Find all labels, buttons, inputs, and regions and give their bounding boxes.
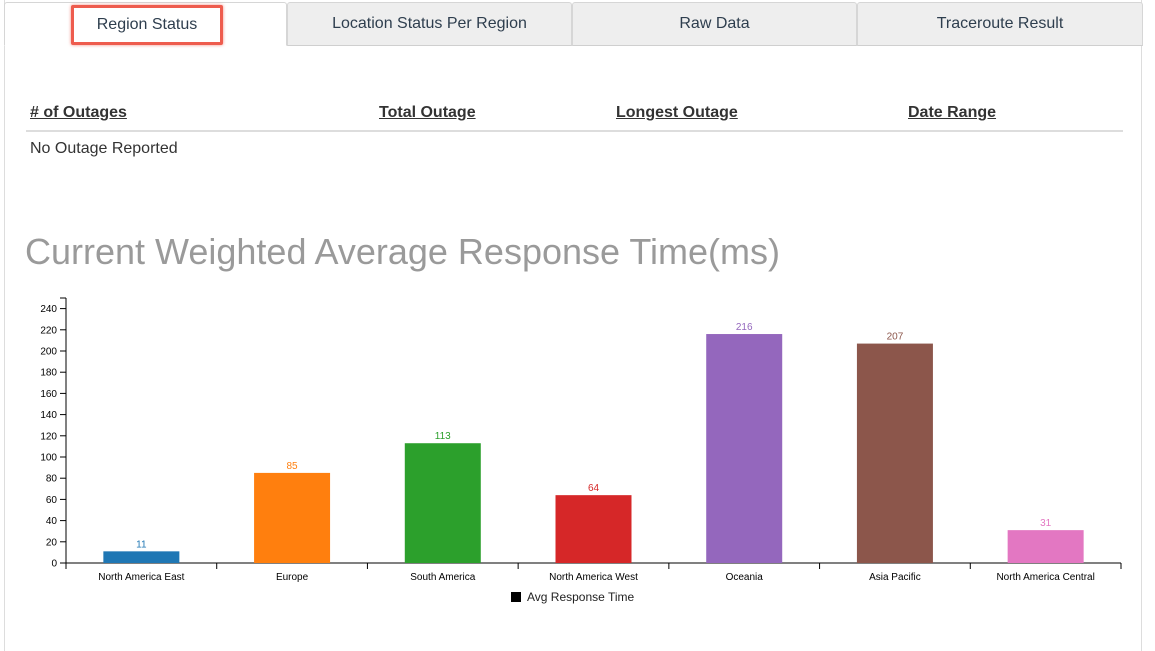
- bar: [1007, 530, 1084, 563]
- total-outage-header[interactable]: Total Outage: [379, 104, 476, 121]
- tab-raw-data[interactable]: Raw Data: [572, 2, 857, 46]
- y-tick-label: 220: [40, 325, 57, 336]
- outage-table-header: # of Outages Total Outage Longest Outage…: [26, 96, 1123, 132]
- x-category-label: Europe: [276, 572, 309, 583]
- y-tick-label: 140: [40, 410, 57, 421]
- bar: [404, 443, 481, 563]
- tab-region-status-label: Region Status: [71, 5, 223, 45]
- tab-region-status[interactable]: Region Status: [4, 2, 287, 46]
- tab-content-panel: [4, 0, 1142, 651]
- y-tick-label: 160: [40, 389, 57, 400]
- chart-title: Current Weighted Average Response Time(m…: [25, 231, 781, 272]
- bar-value-label: 31: [1040, 518, 1052, 529]
- outage-table: # of Outages Total Outage Longest Outage…: [26, 96, 1123, 168]
- date-range-header[interactable]: Date Range: [908, 104, 997, 121]
- bar-value-label: 207: [887, 332, 904, 343]
- tab-traceroute-result[interactable]: Traceroute Result: [857, 2, 1143, 46]
- tab-location-status-per-region[interactable]: Location Status Per Region: [287, 2, 572, 46]
- bar-value-label: 113: [435, 431, 451, 442]
- bar: [856, 343, 933, 563]
- y-tick-label: 60: [46, 495, 58, 506]
- tab-location-status-per-region-label: Location Status Per Region: [332, 15, 527, 32]
- y-tick-label: 80: [46, 474, 58, 485]
- outage-count-header[interactable]: # of Outages: [30, 104, 127, 121]
- legend-label: Avg Response Time: [527, 590, 635, 604]
- tab-bar: Region Status Location Status Per Region…: [4, 2, 1143, 46]
- bar: [254, 472, 331, 563]
- y-tick-label: 180: [40, 368, 57, 379]
- tab-raw-data-label: Raw Data: [679, 15, 750, 32]
- y-tick-label: 120: [40, 431, 57, 442]
- chart-legend: Avg Response Time: [511, 590, 634, 604]
- bar-value-label: 11: [136, 539, 147, 550]
- x-category-label: North America East: [98, 572, 184, 583]
- y-tick-label: 40: [46, 516, 58, 527]
- y-tick-label: 20: [46, 537, 58, 548]
- bar-value-label: 64: [588, 483, 600, 494]
- x-category-label: Oceania: [726, 572, 764, 583]
- tab-traceroute-result-label: Traceroute Result: [936, 15, 1064, 32]
- y-tick-label: 200: [40, 347, 57, 358]
- x-category-label: North America West: [549, 572, 638, 583]
- bar-value-label: 216: [736, 322, 753, 333]
- outage-table-body: No Outage Reported: [26, 132, 1123, 168]
- longest-outage-header[interactable]: Longest Outage: [616, 104, 738, 121]
- y-tick-label: 100: [40, 453, 57, 464]
- bar: [706, 334, 783, 563]
- y-tick-label: 0: [51, 559, 57, 570]
- y-tick-label: 240: [40, 304, 57, 315]
- x-category-label: Asia Pacific: [869, 572, 921, 583]
- bar: [103, 551, 180, 563]
- x-category-label: South America: [410, 572, 475, 583]
- no-outage-message: No Outage Reported: [30, 140, 178, 157]
- bar-value-label: 85: [287, 461, 299, 472]
- legend-swatch: [511, 592, 521, 602]
- bar: [555, 495, 632, 563]
- x-category-label: North America Central: [996, 572, 1094, 583]
